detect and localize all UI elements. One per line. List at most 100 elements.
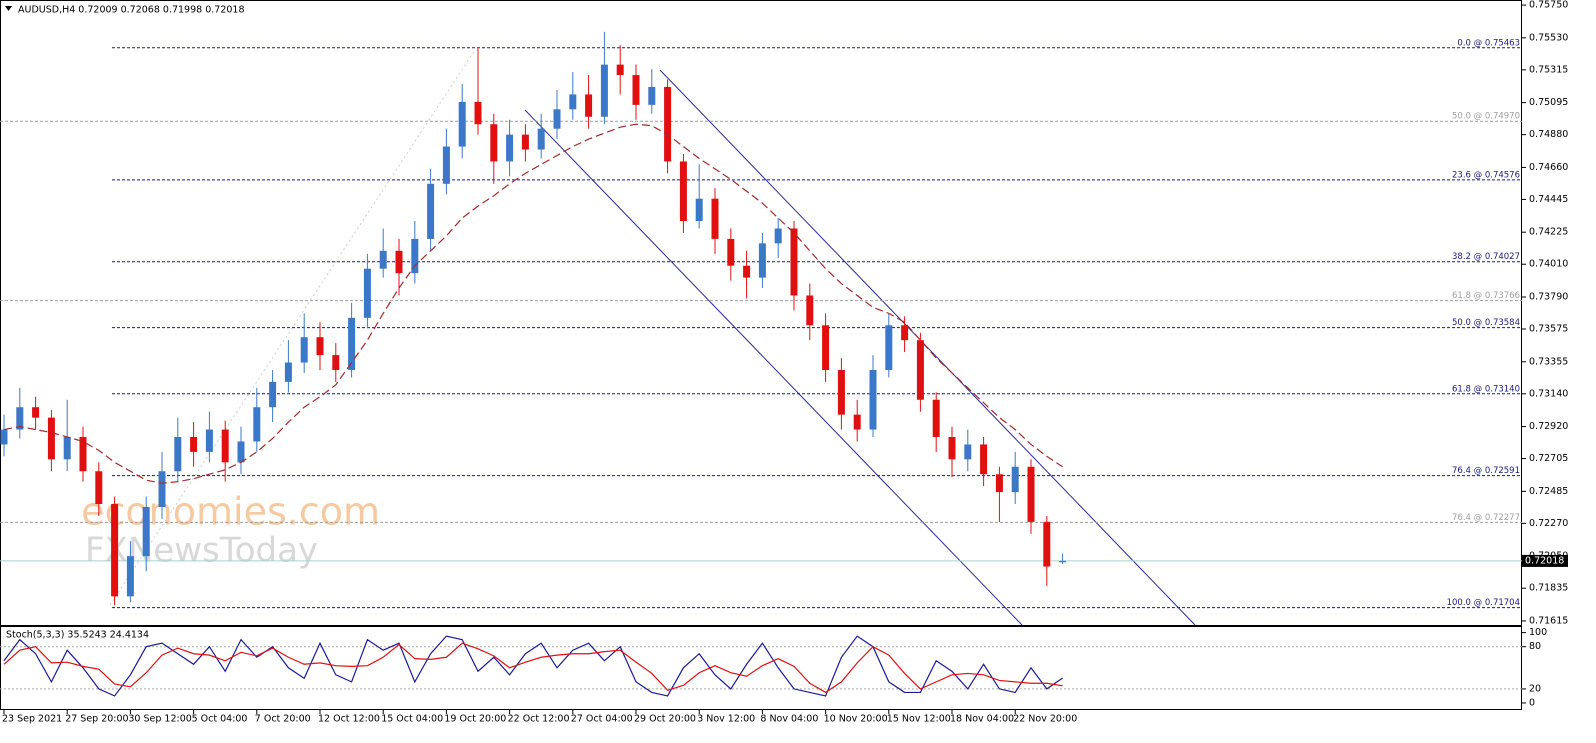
- candle-body: [853, 414, 861, 430]
- y-tick-label: 0.74445: [1529, 194, 1568, 205]
- chart-title: AUDUSD,H4 0.72009 0.72068 0.71998 0.7201…: [18, 5, 245, 16]
- candle-body: [616, 64, 624, 76]
- x-tick-label: 22 Nov 20:00: [1013, 714, 1077, 725]
- candle-body: [664, 86, 672, 162]
- candle-body: [932, 399, 940, 437]
- y-tick-label: 0.72485: [1529, 486, 1568, 497]
- candle-body: [158, 471, 166, 507]
- candle-body: [553, 109, 561, 129]
- candle-body: [774, 228, 782, 244]
- y-tick-label: 0.73355: [1529, 356, 1568, 367]
- candle-body: [1011, 466, 1019, 493]
- candle-body: [300, 337, 308, 363]
- candle-body: [506, 134, 514, 162]
- main-panel: [0, 0, 1522, 626]
- y-tick-label: 20: [1529, 683, 1541, 694]
- candle-body: [111, 504, 119, 597]
- candle-body: [758, 243, 766, 278]
- candle-body: [269, 381, 277, 408]
- candle-body: [332, 355, 340, 370]
- candle-body: [1027, 466, 1035, 522]
- x-tick-label: 7 Oct 20:00: [255, 714, 311, 725]
- y-tick-label: 0.71835: [1529, 583, 1568, 594]
- y-tick-label: 0.74225: [1529, 227, 1568, 238]
- candle-body: [521, 134, 529, 150]
- candle-body: [964, 444, 972, 460]
- candle-body: [221, 429, 229, 463]
- candle-body: [411, 238, 419, 274]
- x-tick-label: 8 Nov 04:00: [760, 714, 818, 725]
- candle-body: [348, 317, 356, 370]
- candle-body: [600, 64, 608, 117]
- fib-label: 76.4 @ 0.72591: [1452, 466, 1520, 476]
- candle-body: [395, 250, 403, 274]
- candle-body: [995, 474, 1003, 493]
- fib-label: 76.4 @ 0.72277: [1452, 513, 1520, 523]
- x-tick-label: 15 Oct 04:00: [381, 714, 443, 725]
- candle-body: [679, 161, 687, 222]
- candle-body: [174, 436, 182, 472]
- y-tick-label: 0.73140: [1529, 388, 1568, 399]
- candle-body: [743, 265, 751, 278]
- candle-body: [1059, 560, 1067, 563]
- y-tick-label: 0.74660: [1529, 162, 1568, 173]
- x-tick-label: 5 Oct 04:00: [192, 714, 248, 725]
- candle-body: [822, 325, 830, 370]
- candle-body: [806, 295, 814, 326]
- fib-label: 38.2 @ 0.74027: [1452, 252, 1520, 262]
- x-tick-label: 10 Nov 20:00: [824, 714, 888, 725]
- y-tick-label: 100: [1529, 627, 1547, 638]
- candle-body: [980, 444, 988, 475]
- candle-body: [379, 250, 387, 269]
- candle-body: [837, 369, 845, 415]
- candle-body: [916, 340, 924, 400]
- x-tick-label: 23 Sep 2021: [2, 714, 62, 725]
- y-tick-label: 0.73575: [1529, 324, 1568, 335]
- last-price-box: [1522, 554, 1568, 567]
- candle-body: [790, 228, 798, 296]
- candle-body: [490, 124, 498, 162]
- y-tick-label: 80: [1529, 641, 1541, 652]
- fib-label: 50.0 @ 0.74970: [1452, 112, 1520, 122]
- x-tick-label: 22 Oct 12:00: [508, 714, 570, 725]
- y-tick-label: 0.71615: [1529, 615, 1568, 626]
- candle-body: [284, 362, 292, 382]
- candle-body: [205, 429, 213, 452]
- last-price-label: 0.72018: [1525, 555, 1564, 566]
- candle-body: [442, 146, 450, 184]
- candle-body: [32, 407, 40, 418]
- y-tick-label: 0.75315: [1529, 64, 1568, 75]
- indicator-title: Stoch(5,3,3) 35.5243 24.4134: [6, 630, 149, 641]
- candle-body: [585, 94, 593, 117]
- y-tick-label: 0.75095: [1529, 97, 1568, 108]
- candle-body: [79, 436, 87, 472]
- candle-body: [948, 436, 956, 460]
- candle-body: [316, 337, 324, 356]
- x-tick-label: 12 Oct 12:00: [318, 714, 380, 725]
- y-tick-label: 0.73790: [1529, 291, 1568, 302]
- candle-body: [458, 101, 466, 147]
- fib-anchor: [109, 49, 476, 606]
- stoch-line: [3, 635, 1063, 697]
- candle-body: [537, 128, 545, 150]
- x-tick-label: 3 Nov 12:00: [697, 714, 755, 725]
- x-tick-label: 30 Sep 12:00: [128, 714, 191, 725]
- y-tick-label: 0.72705: [1529, 453, 1568, 464]
- candle-body: [569, 94, 577, 110]
- fib-label: 50.0 @ 0.73584: [1452, 318, 1520, 328]
- x-tick-label: 29 Oct 20:00: [634, 714, 696, 725]
- x-tick-label: 19 Oct 20:00: [444, 714, 506, 725]
- fib-label: 61.8 @ 0.73140: [1452, 384, 1520, 394]
- y-tick-label: 0.74880: [1529, 129, 1568, 140]
- x-tick-label: 27 Sep 20:00: [65, 714, 128, 725]
- candle-body: [126, 556, 134, 597]
- moving-average: [3, 123, 1063, 484]
- x-tick-label: 27 Oct 04:00: [571, 714, 633, 725]
- x-tick-label: 18 Nov 04:00: [950, 714, 1014, 725]
- candle-body: [95, 471, 103, 505]
- candle-body: [47, 417, 55, 460]
- candle-body: [190, 436, 198, 452]
- watermark: economies.com: [81, 490, 380, 534]
